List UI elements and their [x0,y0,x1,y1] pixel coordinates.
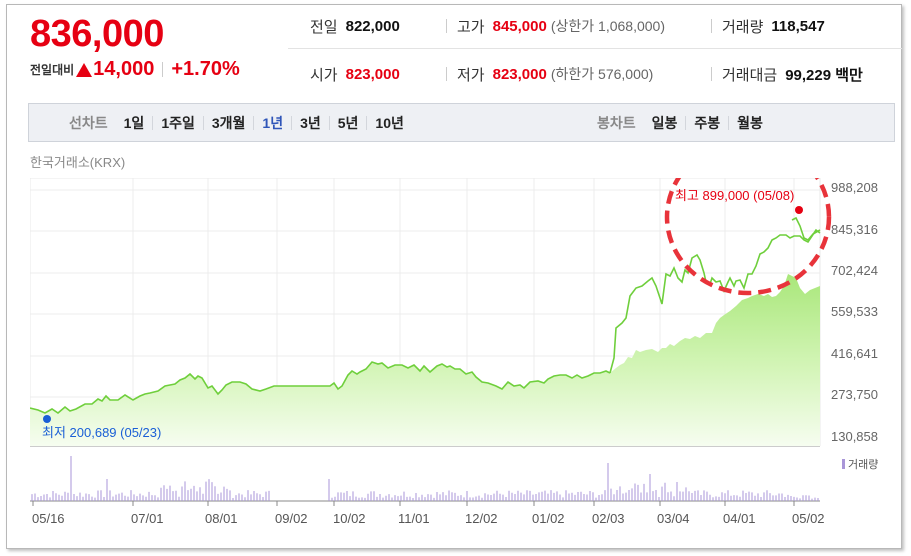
divider [711,67,712,81]
divider [446,19,447,33]
tab-10y[interactable]: 10년 [375,114,404,131]
svg-text:130,858: 130,858 [831,429,878,444]
candle-chart-tabs: 봉차트 일봉 주봉 월봉 [597,113,763,133]
line-chart-tabs: 선차트 1일 1주일 3개월 1년 3년 5년 10년 [69,113,404,133]
low-annotation: 최저 200,689 (05/23) [42,425,161,440]
svg-text:702,424: 702,424 [831,263,878,278]
volume-legend-label: 거래량 [848,458,878,471]
stat-open: 시가 823,000 [310,65,400,84]
tab-weekly[interactable]: 주봉 [694,114,721,131]
tab-1d[interactable]: 1일 [123,114,145,131]
stats-row-1: 전일 822,000 고가 845,000 (상한가 1,068,000) 거래… [288,4,902,49]
divider [328,115,330,130]
divider [446,67,447,81]
volume-bars [31,456,819,501]
price-chart[interactable]: 최저 200,689 (05/23) 최고 899,000 (05/08) 98… [29,138,896,447]
svg-text:05/16: 05/16 [32,511,65,526]
stat-trade-value: 거래대금 99,229 백만 [722,66,863,84]
change-percent: +1.70% [171,58,240,80]
tab-3m[interactable]: 3개월 [211,114,246,131]
svg-text:845,316: 845,316 [831,222,878,237]
svg-text:05/02: 05/02 [792,511,825,526]
volume-chart-svg: 거래량 05/16 07/01 08/01 09/02 10/02 11/01 … [30,445,896,536]
chart-tab-bar: 선차트 1일 1주일 3개월 1년 3년 5년 10년 봉차트 일봉 주봉 월봉 [28,103,895,142]
svg-text:03/04: 03/04 [657,511,690,526]
tab-3y[interactable]: 3년 [300,114,321,131]
high-annotation: 최고 899,000 (05/08) [675,188,794,203]
divider [366,115,368,130]
divider [202,115,204,130]
svg-text:04/01: 04/01 [723,511,756,526]
svg-text:416,641: 416,641 [831,346,878,361]
svg-text:08/01: 08/01 [205,511,238,526]
price-line-end [791,216,821,241]
stat-low: 저가 823,000 (하한가 576,000) [457,65,654,84]
price-line-upper [609,228,821,374]
svg-text:273,750: 273,750 [831,387,878,402]
divider [152,115,154,130]
divider [711,19,712,33]
divider [253,115,255,130]
svg-text:02/03: 02/03 [592,511,625,526]
stat-volume: 거래량 118,547 [722,17,825,36]
change-row: 전일대비 14,000 +1.70% [30,58,240,81]
stat-prev-close: 전일 822,000 [310,17,400,36]
price-line-lower [29,361,611,415]
svg-text:09/02: 09/02 [275,511,308,526]
price-chart-svg: 최저 200,689 (05/23) 최고 899,000 (05/08) 98… [29,138,878,447]
tab-5y[interactable]: 5년 [337,114,359,131]
svg-text:12/02: 12/02 [465,511,498,526]
exchange-label: 한국거래소(KRX) [30,155,126,170]
tab-1y[interactable]: 1년 [262,114,284,131]
svg-text:10/02: 10/02 [333,511,366,526]
price-summary: 836,000 전일대비 14,000 +1.70% [30,12,240,81]
stat-high: 고가 845,000 (상한가 1,068,000) [457,17,665,36]
divider [685,115,687,130]
tab-1w[interactable]: 1주일 [161,114,195,131]
svg-text:11/01: 11/01 [398,511,430,526]
price-stats: 전일 822,000 고가 845,000 (상한가 1,068,000) 거래… [288,4,902,99]
divider [728,115,730,130]
y-axis-labels: 988,208 845,316 702,424 559,533 416,641 … [831,180,878,444]
candle-chart-label: 봉차트 [597,114,636,131]
divider [291,115,293,130]
high-marker [795,206,803,214]
x-axis-labels: 05/16 07/01 08/01 09/02 10/02 11/01 12/0… [32,511,825,526]
tab-monthly[interactable]: 월봉 [737,114,763,131]
volume-chart[interactable]: 거래량 05/16 07/01 08/01 09/02 10/02 11/01 … [30,445,896,536]
change-amount: 14,000 [93,58,155,80]
current-price: 836,000 [30,13,164,55]
divider [162,62,164,77]
svg-text:559,533: 559,533 [831,304,878,319]
volume-legend-swatch [842,459,845,469]
up-triangle-icon [76,62,93,77]
change-label: 전일대비 [30,63,75,77]
x-axis-ticks [32,501,795,506]
svg-text:07/01: 07/01 [131,511,164,526]
price-area [30,274,820,446]
tab-daily[interactable]: 일봉 [651,114,678,131]
svg-text:01/02: 01/02 [532,511,565,526]
stats-row-2: 시가 823,000 저가 823,000 (하한가 576,000) 거래대금… [288,49,902,99]
low-marker [43,415,51,423]
line-chart-label: 선차트 [69,114,108,131]
svg-text:988,208: 988,208 [831,180,878,195]
